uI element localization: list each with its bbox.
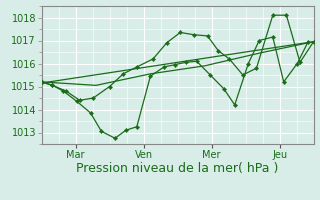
X-axis label: Pression niveau de la mer( hPa ): Pression niveau de la mer( hPa ): [76, 162, 279, 175]
